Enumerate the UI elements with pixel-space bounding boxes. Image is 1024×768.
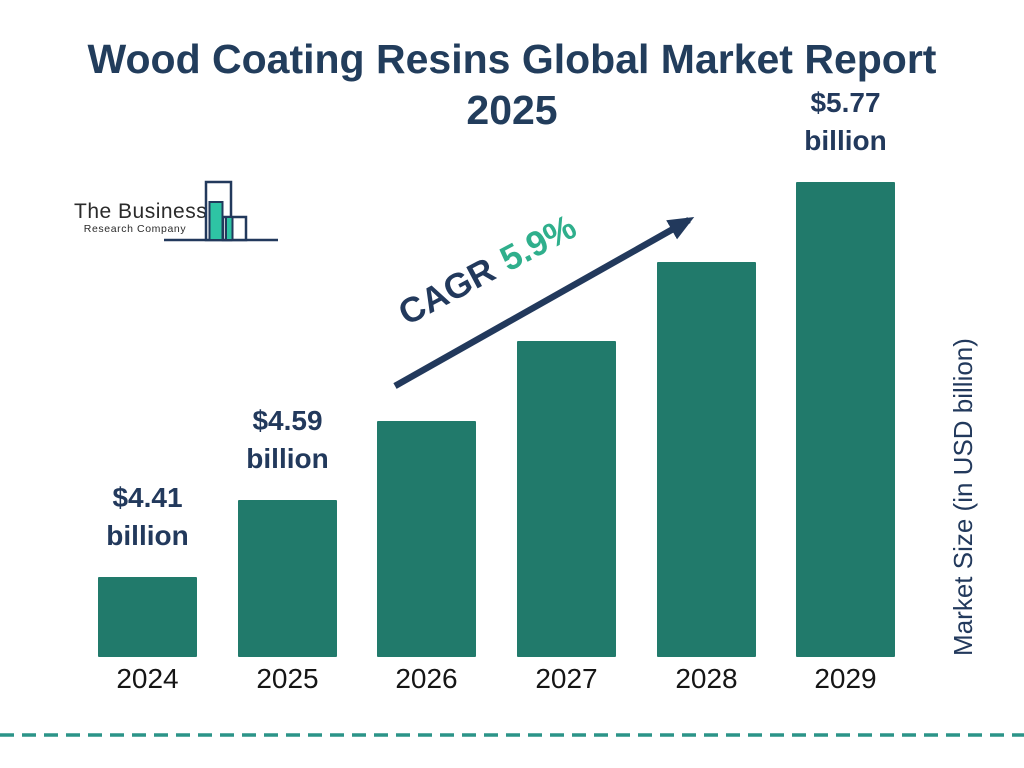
page-title-line2: 2025: [466, 87, 558, 133]
bottom-dashed-divider: [0, 733, 1024, 737]
page-title-line1: Wood Coating Resins Global Market Report: [87, 36, 937, 82]
page-title: Wood Coating Resins Global Market Report…: [0, 34, 1024, 136]
bar-2027: [517, 341, 616, 657]
value-label-2024: $4.41 billion: [106, 482, 189, 551]
value-label-2025: $4.59 billion: [246, 405, 329, 474]
bar-2029: [796, 182, 895, 657]
x-tick-label-2027: 2027: [535, 663, 598, 694]
logo-name: The Business: [74, 200, 208, 223]
y-axis-label: Market Size (in USD billion): [948, 338, 978, 656]
bar-2024: [98, 577, 197, 657]
bar-2028: [657, 262, 756, 657]
bar-2025: [238, 500, 337, 657]
logo-bar-chart-icon: [164, 180, 278, 242]
company-logo-text: The Business Research Company: [74, 200, 208, 236]
value-label-2029: $5.77 billion: [804, 87, 887, 156]
cagr-trend-arrow-icon: [393, 217, 695, 389]
company-logo: The Business Research Company: [74, 179, 289, 245]
x-tick-label-2026: 2026: [395, 663, 458, 694]
bar-2026: [377, 421, 476, 657]
x-tick-label-2025: 2025: [256, 663, 319, 694]
logo-subname: Research Company: [83, 223, 187, 235]
x-tick-label-2024: 2024: [116, 663, 179, 694]
x-tick-label-2028: 2028: [675, 663, 738, 694]
x-tick-label-2029: 2029: [814, 663, 877, 694]
